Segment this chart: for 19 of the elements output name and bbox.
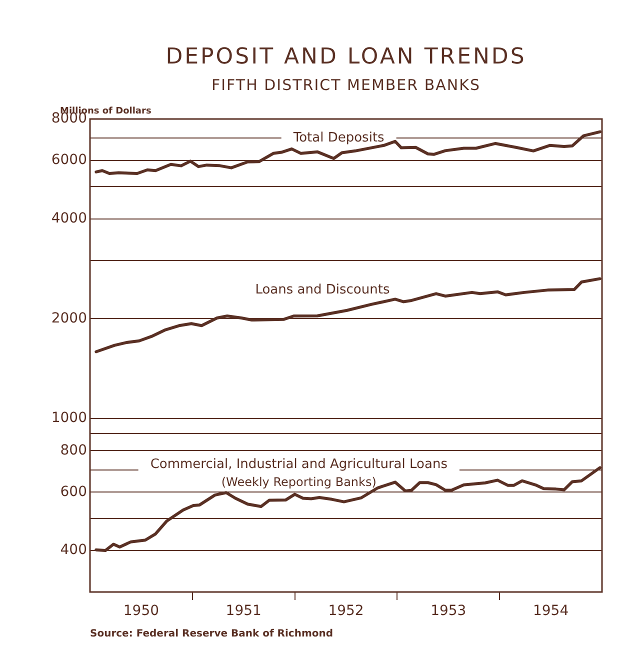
y-tick-label: 400 (60, 542, 87, 558)
x-tick-label: 1953 (430, 603, 466, 620)
y-tick-label: 4000 (51, 210, 87, 226)
source-note: Source: Federal Reserve Bank of Richmond (90, 628, 334, 640)
series-label: Commercial, Industrial and Agricultural Loans (150, 457, 448, 472)
y-tick-label: 6000 (51, 152, 87, 168)
x-tick-label: 1952 (328, 603, 364, 620)
x-tick-label: 1954 (532, 603, 569, 620)
series-label: Total Deposits (292, 130, 385, 146)
y-tick-label: 2000 (51, 310, 87, 326)
y-tick-label: 800 (60, 442, 87, 458)
chart-title: DEPOSIT AND LOAN TRENDS (166, 44, 526, 70)
x-tick-label: 1951 (226, 603, 262, 620)
x-tick-label: 1950 (123, 603, 160, 620)
y-tick-label: 600 (60, 484, 87, 500)
y-tick-label: 1000 (51, 410, 87, 426)
series-label: Loans and Discounts (255, 282, 390, 298)
chart-subtitle: FIFTH DISTRICT MEMBER BANKS (212, 76, 480, 94)
annotation: (Weekly Reporting Banks) (221, 474, 376, 489)
